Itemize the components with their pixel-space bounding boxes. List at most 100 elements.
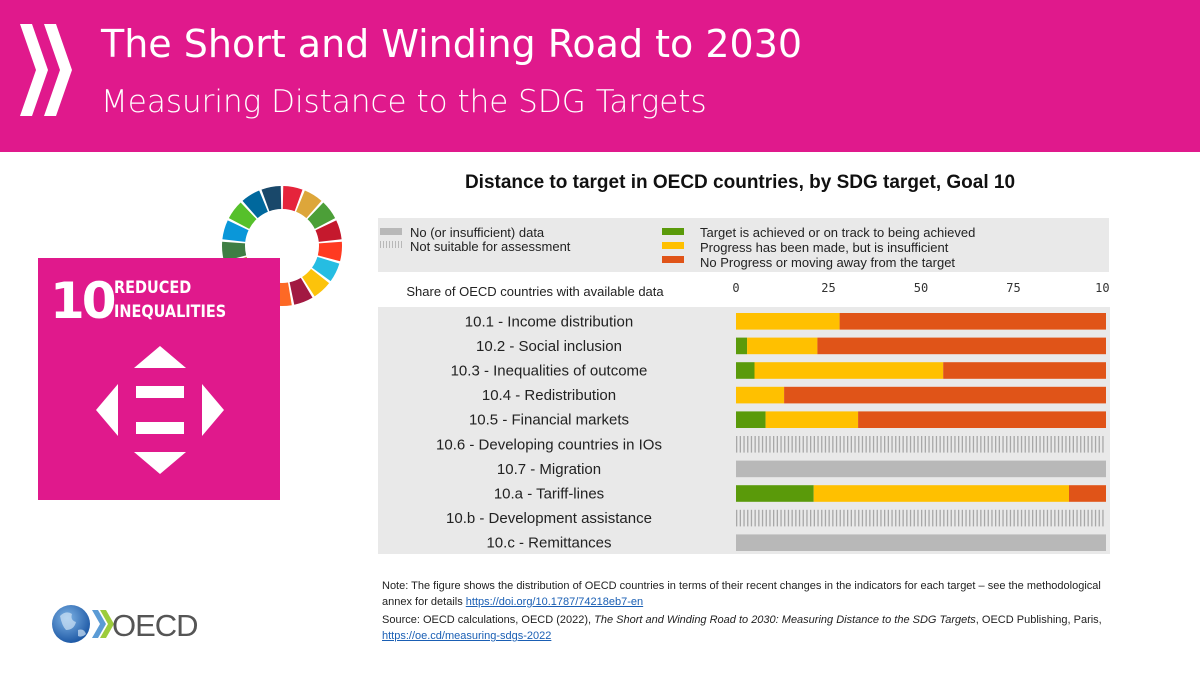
bar-segment-not-suitable-stripe: [813, 436, 815, 453]
bar-segment-not-suitable-stripe: [854, 509, 856, 527]
bar-segment: [839, 313, 1106, 330]
bar-segment-not-suitable-stripe: [1017, 509, 1019, 527]
bar-segment-not-suitable-stripe: [954, 509, 956, 527]
bar-segment-not-suitable-stripe: [795, 436, 797, 453]
chart-title: Distance to target in OECD countries, by…: [464, 172, 1016, 193]
bar-segment-not-suitable-stripe: [939, 436, 941, 453]
note-text: Note: The figure shows the distribution …: [382, 580, 1101, 608]
bar-segment-not-suitable-stripe: [1065, 509, 1067, 527]
bar-segment-not-suitable-stripe: [987, 509, 989, 527]
bar-segment-not-suitable-stripe: [854, 436, 856, 453]
bar-segment-not-suitable-stripe: [876, 436, 878, 453]
bar-segment-not-suitable-stripe: [850, 509, 852, 527]
note-link[interactable]: https://doi.org/10.1787/74218eb7-en: [465, 596, 644, 608]
bar-segment-not-suitable-stripe: [991, 436, 993, 453]
bar-segment-not-suitable-stripe: [776, 509, 778, 527]
bar-segment-not-suitable-stripe: [1035, 436, 1037, 453]
bar-segment-not-suitable-stripe: [847, 436, 849, 453]
bar-segment-not-suitable-stripe: [739, 436, 741, 453]
bar-segment-not-suitable-stripe: [1057, 436, 1060, 453]
bar-segment-not-suitable-stripe: [1017, 436, 1019, 453]
bar-segment: [736, 313, 840, 330]
sdg-wheel-segment: [315, 220, 342, 242]
bar-segment-not-suitable-stripe: [917, 436, 919, 453]
bar-segment-not-suitable-stripe: [773, 436, 775, 453]
legend-swatch-insufficient: [662, 242, 684, 249]
bar-segment: [765, 411, 859, 428]
bar-segment-not-suitable-stripe: [913, 436, 915, 453]
bar-segment: [784, 386, 1106, 404]
bar-segment-not-suitable-stripe: [1069, 509, 1071, 527]
bar-segment: [747, 337, 818, 355]
bar-segment-not-suitable-stripe: [765, 509, 767, 527]
bar-segment-not-suitable-stripe: [824, 436, 827, 453]
bar-segment-not-suitable-stripe: [828, 436, 830, 453]
bar-segment-not-suitable-stripe: [961, 436, 963, 453]
bar-segment-not-suitable-stripe: [780, 436, 782, 453]
bar-segment-not-suitable-stripe: [817, 509, 819, 527]
bar-segment-not-suitable-stripe: [1039, 436, 1041, 453]
x-tick-label: 75: [1006, 281, 1020, 295]
bar-segment-not-suitable-stripe: [739, 509, 741, 527]
bar-segment-not-suitable-stripe: [980, 509, 982, 527]
bar-segment-not-suitable-stripe: [787, 436, 790, 453]
bar-segment-not-suitable-stripe: [943, 436, 945, 453]
goal-label-line2: INEQUALITIES: [114, 302, 227, 322]
category-label: 10.c - Remittances: [486, 535, 611, 552]
bar-segment-not-suitable-stripe: [935, 509, 938, 527]
bar-segment-not-suitable-stripe: [1087, 436, 1089, 453]
bar-segment-not-suitable-stripe: [1013, 509, 1015, 527]
bar-segment-not-suitable-stripe: [876, 509, 878, 527]
goal-label: REDUCED INEQUALITIES: [114, 276, 226, 324]
bar-segment-not-suitable-stripe: [773, 509, 775, 527]
category-label: 10.3 - Inequalities of outcome: [451, 363, 648, 380]
bar-segment-not-suitable-stripe: [958, 509, 960, 527]
source-prefix: Source: OECD calculations, OECD (2022),: [382, 614, 595, 626]
bar-segment-not-suitable-stripe: [784, 436, 786, 453]
bar-segment-not-suitable-stripe: [880, 509, 882, 527]
source-link[interactable]: https://oe.cd/measuring-sdgs-2022: [382, 630, 552, 642]
bar-segment-not-suitable-stripe: [902, 509, 904, 527]
bar-segment-not-suitable-stripe: [976, 509, 978, 527]
sdg-wheel-segment: [228, 202, 257, 229]
bar-segment-not-suitable-stripe: [869, 436, 871, 453]
bar-segment-not-suitable-stripe: [932, 509, 934, 527]
bar-segment-not-suitable-stripe: [946, 436, 949, 453]
bar-segment-not-suitable-stripe: [976, 436, 978, 453]
source-suffix: , OECD Publishing, Paris,: [975, 614, 1102, 626]
page-title: The Short and Winding Road to 2030: [101, 22, 803, 66]
bar-segment-not-suitable-stripe: [835, 509, 838, 527]
bar-segment-not-suitable-stripe: [884, 436, 886, 453]
bar-segment-not-suitable-stripe: [950, 509, 952, 527]
bar-segment: [817, 337, 1106, 355]
bar-segment-not-suitable-stripe: [965, 436, 967, 453]
column-header: Share of OECD countries with available d…: [406, 284, 664, 299]
bar-segment-not-suitable-stripe: [913, 509, 915, 527]
category-label: 10.5 - Financial markets: [469, 412, 629, 429]
bar-segment-not-suitable-stripe: [776, 436, 778, 453]
logo-text: OECD: [112, 608, 198, 643]
bar-segment-not-suitable-stripe: [758, 436, 760, 453]
bar-segment-not-suitable-stripe: [743, 436, 745, 453]
bar-segment-not-suitable-stripe: [1057, 509, 1060, 527]
bar-segment-not-suitable-stripe: [839, 436, 841, 453]
bar-segment-not-suitable-stripe: [754, 436, 756, 453]
legend-label-insufficient: Progress has been made, but is insuffici…: [700, 240, 949, 255]
bar-segment-not-suitable-stripe: [810, 509, 812, 527]
bar-segment-not-suitable-stripe: [1069, 436, 1071, 453]
bar-segment-not-suitable-stripe: [980, 436, 982, 453]
bar-segment-not-suitable-stripe: [1002, 509, 1004, 527]
bar-segment-not-suitable-stripe: [909, 509, 912, 527]
legend-label-not-suitable: Not suitable for assessment: [410, 239, 571, 254]
sdg-wheel-segment: [261, 186, 282, 212]
bar-segment-not-suitable-stripe: [1035, 509, 1037, 527]
legend-label-no-data: No (or insufficient) data: [410, 225, 545, 240]
bar-segment-not-suitable-stripe: [798, 509, 801, 527]
sdg-wheel-segment: [222, 220, 249, 242]
bar-segment: [736, 386, 785, 404]
bar-segment-not-suitable-stripe: [995, 509, 997, 527]
bar-segment-not-suitable-stripe: [906, 509, 908, 527]
chevron-icon: [92, 610, 106, 638]
bar-segment-not-suitable-stripe: [921, 509, 923, 527]
bar-segment-not-suitable-stripe: [983, 436, 986, 453]
